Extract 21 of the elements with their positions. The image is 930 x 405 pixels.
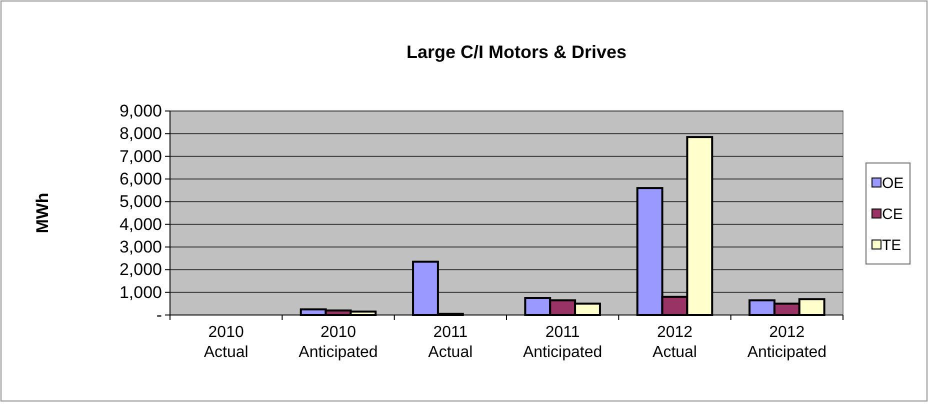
- y-tick-label: 8,000: [119, 124, 162, 144]
- y-tick-label: 7,000: [119, 146, 162, 166]
- x-tick-label: 2010 Anticipated: [298, 324, 378, 361]
- chart-title: Large C/I Motors & Drives: [406, 42, 627, 62]
- x-tick-label: 2011 Anticipated: [522, 324, 602, 361]
- legend-label: OE: [882, 175, 904, 192]
- legend-label: TE: [882, 237, 902, 254]
- x-tick-label: 2012 Actual: [652, 324, 697, 361]
- y-tick-label: -: [156, 305, 162, 324]
- y-axis-title: MWh: [33, 192, 52, 234]
- x-tick-label: 2010 Actual: [204, 324, 248, 361]
- y-tick-label: 4,000: [119, 214, 162, 234]
- y-tick-label: 5,000: [119, 192, 162, 212]
- y-tick-label: 6,000: [119, 169, 162, 188]
- x-tick-label: 2011 Actual: [428, 324, 473, 361]
- x-tick-label: 2012 Anticipated: [747, 324, 827, 361]
- y-tick-label: 3,000: [119, 237, 162, 256]
- legend-label: CE: [882, 206, 903, 223]
- y-tick-label: 2,000: [119, 260, 162, 280]
- y-tick-label: 9,000: [119, 101, 162, 120]
- y-tick-label: 1,000: [119, 282, 162, 302]
